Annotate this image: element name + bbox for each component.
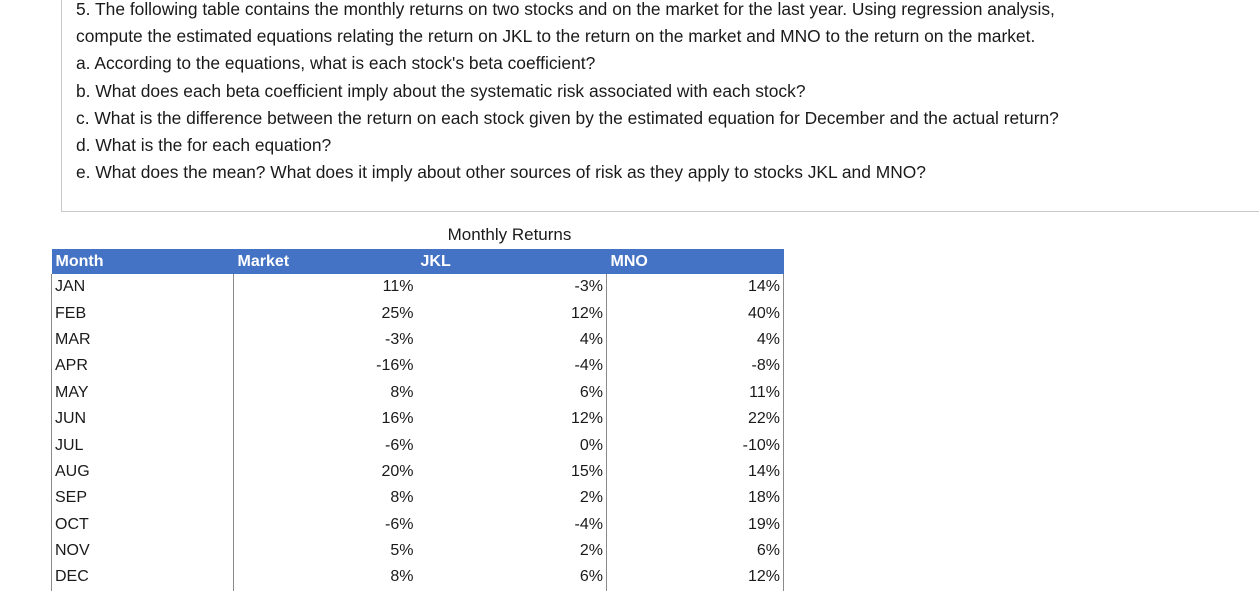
cell-mno: 4% <box>606 326 784 354</box>
table-header-row: Month Market JKL MNO <box>51 249 784 274</box>
cell-market: 25% <box>381 304 414 322</box>
question-part-e: e. What does the mean? What does it impl… <box>76 162 926 183</box>
cell-month: MAR <box>51 326 234 354</box>
cell-mno: 11% <box>606 379 784 406</box>
cell-jkl: -4% <box>574 515 603 533</box>
question-line: compute the estimated equations relating… <box>76 26 1036 47</box>
table-row: JUL -6% 0% -10% <box>51 432 784 459</box>
cell-month: FEB <box>51 300 234 327</box>
returns-table: Month Market JKL MNO JAN 11% -3% 14% FEB 25% 1… <box>51 249 784 591</box>
header-month: Month <box>51 249 234 274</box>
table-row: NOV 5% 2% 6% <box>51 537 784 565</box>
table-row: FEB 25% 12% 40% <box>51 300 784 327</box>
question-line: 5. The following table contains the mont… <box>76 0 1055 19</box>
cell-market: -6% <box>385 515 414 533</box>
table-row: JAN 11% -3% 14% <box>51 274 784 301</box>
question-box: 5. The following table contains the mont… <box>61 0 1259 212</box>
cell-month: JUL <box>51 432 234 459</box>
cell-mno: -10% <box>606 432 784 459</box>
table-row: MAY 8% 6% 11% <box>51 379 784 406</box>
question-part-a: a. According to the equations, what is e… <box>76 53 596 74</box>
cell-market: 8% <box>390 383 414 401</box>
table-row: AUG 20% 15% 14% <box>51 458 784 486</box>
cell-jkl: 6% <box>579 568 603 586</box>
cell-mno: 40% <box>606 300 784 327</box>
header-jkl: JKL <box>416 249 607 274</box>
cell-jkl: 12% <box>570 410 603 428</box>
cell-jkl: 2% <box>579 489 603 507</box>
cell-jkl: -4% <box>574 357 603 375</box>
table-row: OCT -6% -4% 19% <box>51 511 784 538</box>
cell-market: -3% <box>385 330 414 348</box>
cell-market: 8% <box>390 489 414 507</box>
cell-month: JAN <box>51 274 234 301</box>
table-row: APR -16% -4% -8% <box>51 353 784 380</box>
cell-jkl: -3% <box>574 278 603 296</box>
question-part-d: d. What is the for each equation? <box>76 135 332 156</box>
table-row: SEP 8% 2% 18% <box>51 485 784 512</box>
question-part-c: c. What is the difference between the re… <box>76 107 1059 128</box>
cell-month: SEP <box>51 485 234 512</box>
cell-market: 11% <box>382 278 414 296</box>
cell-month: OCT <box>51 511 234 538</box>
cell-market: 5% <box>390 542 414 560</box>
header-market: Market <box>233 249 417 274</box>
table-row: DEC 8% 6% 12% <box>51 564 784 591</box>
table-caption: Monthly Returns <box>447 225 572 244</box>
cell-jkl: 2% <box>579 542 603 560</box>
cell-month: DEC <box>51 564 234 591</box>
cell-mno: 22% <box>606 405 784 433</box>
cell-market: 16% <box>381 410 414 428</box>
table-row: MAR -3% 4% 4% <box>51 326 784 354</box>
cell-jkl: 6% <box>579 383 603 401</box>
table-row: JUN 16% 12% 22% <box>51 405 784 433</box>
cell-jkl: 0% <box>579 436 603 454</box>
cell-mno: 18% <box>606 485 784 512</box>
header-mno: MNO <box>606 249 784 274</box>
cell-month: APR <box>51 353 234 380</box>
cell-market: 8% <box>390 568 414 586</box>
table-body: JAN 11% -3% 14% FEB 25% 12% 40% MAR -3% 4% 4% APR -16… <box>51 274 784 591</box>
cell-jkl: 4% <box>579 330 603 348</box>
cell-mno: 14% <box>606 458 784 486</box>
cell-month: MAY <box>51 379 234 406</box>
cell-mno: 19% <box>606 511 784 538</box>
cell-jkl: 12% <box>570 304 603 322</box>
cell-jkl: 15% <box>570 462 603 480</box>
question-part-b: b. What does each beta coefficient imply… <box>76 80 806 101</box>
cell-market: -16% <box>376 357 414 375</box>
cell-month: AUG <box>51 458 234 486</box>
question-text: 5. The following table contains the mont… <box>76 0 1059 186</box>
cell-mno: -8% <box>606 353 784 380</box>
cell-month: JUN <box>51 405 234 433</box>
cell-mno: 12% <box>606 564 784 591</box>
cell-month: NOV <box>51 537 234 565</box>
cell-market: 20% <box>381 462 414 480</box>
cell-market: -6% <box>385 436 414 454</box>
cell-mno: 6% <box>606 537 784 565</box>
cell-mno: 14% <box>606 274 784 301</box>
